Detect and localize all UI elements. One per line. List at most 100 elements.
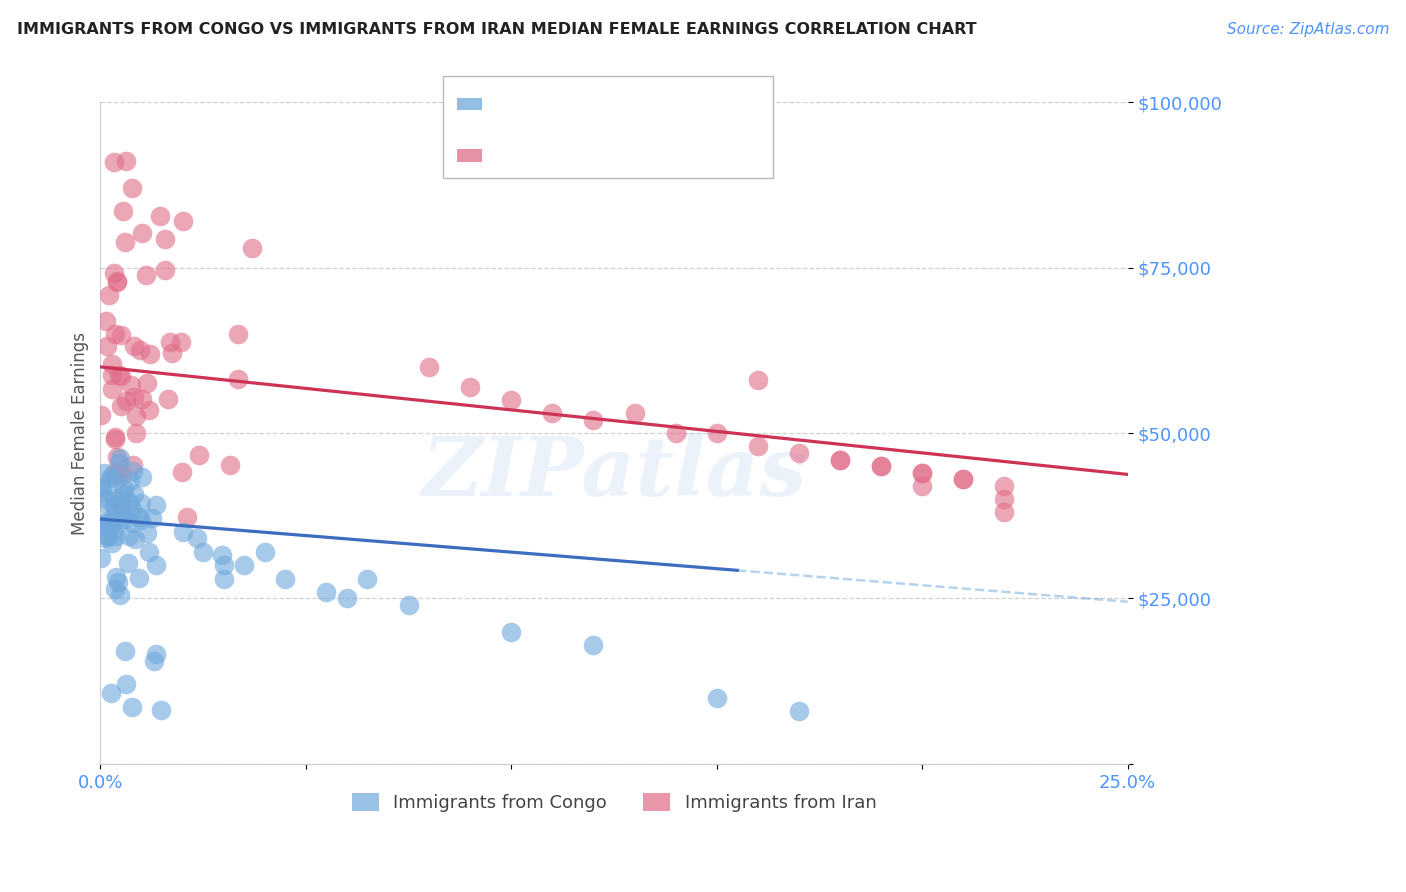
Point xyxy=(91,516,114,531)
Point xyxy=(135,268,157,283)
Point xyxy=(128,510,150,524)
Point xyxy=(111,502,134,516)
Point xyxy=(108,491,131,506)
Point xyxy=(145,647,167,661)
Point xyxy=(112,512,135,526)
Point xyxy=(104,327,127,342)
Point xyxy=(582,638,605,652)
Text: N =: N = xyxy=(610,147,650,165)
Point xyxy=(97,288,120,302)
Point xyxy=(160,346,183,360)
Point xyxy=(96,491,118,506)
Point xyxy=(105,274,128,288)
Point xyxy=(501,624,523,639)
Point xyxy=(120,474,142,488)
Point xyxy=(226,327,249,342)
Point xyxy=(188,448,211,462)
Legend: Immigrants from Congo, Immigrants from Iran: Immigrants from Congo, Immigrants from I… xyxy=(343,783,886,821)
Point xyxy=(96,527,118,541)
Point xyxy=(122,487,145,501)
Point xyxy=(100,536,122,550)
Point xyxy=(122,339,145,353)
Point xyxy=(706,425,728,440)
Point xyxy=(110,369,132,384)
Point xyxy=(138,403,160,417)
Point xyxy=(104,430,127,444)
Point xyxy=(120,496,142,510)
Point xyxy=(356,572,378,586)
Point xyxy=(105,450,128,464)
Point xyxy=(336,591,359,606)
Point xyxy=(870,459,893,474)
Point xyxy=(131,470,153,484)
Text: R =: R = xyxy=(486,95,526,113)
Point xyxy=(706,690,728,705)
Point xyxy=(458,380,481,394)
Point xyxy=(115,677,138,691)
Point xyxy=(101,357,124,371)
Point xyxy=(125,426,148,441)
Point xyxy=(129,495,152,509)
Point xyxy=(107,276,129,290)
Point xyxy=(108,588,131,602)
Point xyxy=(94,532,117,546)
Point xyxy=(112,482,135,496)
Text: Source: ZipAtlas.com: Source: ZipAtlas.com xyxy=(1226,22,1389,37)
Point xyxy=(541,406,564,420)
Point xyxy=(176,510,198,524)
Point xyxy=(135,526,157,541)
Point xyxy=(103,154,125,169)
Point xyxy=(149,209,172,223)
Point xyxy=(96,529,118,543)
Text: N =: N = xyxy=(610,95,650,113)
Point xyxy=(211,549,233,563)
Point xyxy=(101,524,124,538)
Text: ZIPatlas: ZIPatlas xyxy=(422,433,807,513)
Point xyxy=(131,226,153,240)
Point xyxy=(103,266,125,280)
Point xyxy=(110,499,132,513)
Point xyxy=(90,408,112,422)
Point xyxy=(93,466,115,480)
Point xyxy=(582,413,605,427)
Point xyxy=(153,263,176,277)
Point xyxy=(90,517,112,532)
Point xyxy=(114,235,136,249)
Point xyxy=(170,335,193,350)
Point xyxy=(118,529,141,543)
Point xyxy=(128,570,150,584)
Point xyxy=(111,204,134,219)
Point xyxy=(911,466,934,480)
Point xyxy=(104,570,127,584)
Point xyxy=(952,472,974,486)
Text: -0.137: -0.137 xyxy=(526,95,591,113)
Point xyxy=(138,545,160,559)
Point xyxy=(274,572,297,586)
Point xyxy=(993,479,1015,493)
Point xyxy=(993,505,1015,519)
Point xyxy=(100,368,122,382)
Point xyxy=(98,500,121,514)
Point xyxy=(136,376,159,390)
Point xyxy=(501,392,523,407)
Point xyxy=(870,459,893,474)
Point xyxy=(121,181,143,195)
Point xyxy=(100,469,122,483)
Point xyxy=(100,471,122,485)
Point xyxy=(142,654,165,668)
Point xyxy=(747,373,769,387)
Point xyxy=(90,480,112,494)
Point xyxy=(828,452,851,467)
Point xyxy=(103,499,125,513)
Text: -0.245: -0.245 xyxy=(526,147,591,165)
Point xyxy=(110,328,132,343)
Point xyxy=(110,512,132,526)
Point xyxy=(121,501,143,516)
Point xyxy=(172,214,194,228)
Point xyxy=(191,545,214,559)
Point xyxy=(911,466,934,480)
Point xyxy=(747,439,769,453)
Point xyxy=(104,529,127,543)
Point xyxy=(91,485,114,500)
Point xyxy=(96,314,118,328)
